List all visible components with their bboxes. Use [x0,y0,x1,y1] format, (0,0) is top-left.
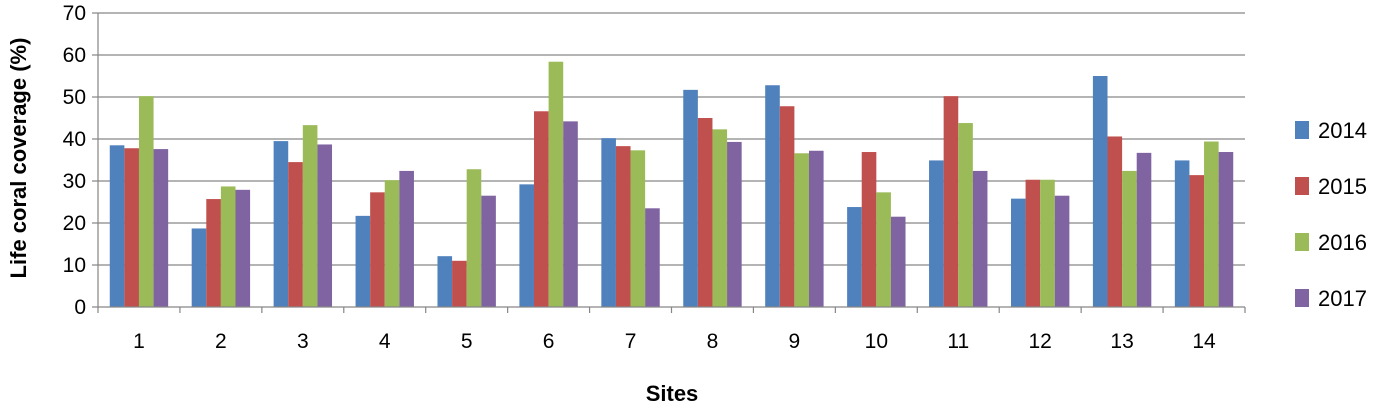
bar-2016-site-7 [630,150,646,307]
bar-2017-site-10 [890,216,906,307]
bar-2015-site-12 [1025,179,1041,307]
y-tick-label: 70 [63,2,86,25]
bar-2016-site-8 [712,129,728,307]
bar-2017-site-14 [1218,152,1234,307]
bar-2017-site-2 [235,189,251,307]
bar-2016-site-14 [1204,141,1219,307]
x-tick-label: 14 [1192,330,1216,353]
y-tick-label: 0 [74,296,86,319]
bar-2016-site-6 [548,61,564,307]
x-tick-label: 3 [297,330,309,353]
legend-swatch [1295,177,1309,195]
x-tick-label: 12 [1028,330,1051,353]
bar-2015-site-1 [124,148,139,307]
bar-2017-site-3 [317,144,333,307]
bar-2014-site-12 [1010,198,1026,307]
y-tick-label: 40 [63,128,86,151]
bar-2015-site-10 [861,152,877,307]
legend-swatch [1295,121,1309,139]
bar-2014-site-14 [1174,160,1190,307]
bar-2014-site-1 [109,145,125,307]
legend-label: 2016 [1318,230,1367,255]
bar-2016-site-4 [384,180,400,307]
bar-2016-site-12 [1040,179,1055,307]
bar-2014-site-2 [191,228,207,307]
bar-2015-site-14 [1189,175,1205,307]
x-tick-label: 7 [625,330,637,353]
bar-2015-site-4 [370,192,385,307]
x-axis-title: Sites [646,381,699,404]
bar-2017-site-6 [563,121,578,307]
bar-2015-site-2 [206,199,221,307]
bar-2017-site-9 [808,150,824,307]
bar-2015-site-3 [288,162,303,307]
x-tick-label: 2 [215,330,227,353]
bar-2014-site-10 [847,207,862,307]
bar-2016-site-9 [794,153,809,307]
bar-2015-site-13 [1107,136,1123,307]
bar-2016-site-3 [302,125,318,307]
x-tick-label: 6 [543,330,555,353]
bar-2014-site-11 [929,160,944,307]
bar-2016-site-1 [138,96,154,307]
legend-label: 2017 [1318,286,1367,311]
bar-2016-site-11 [958,123,973,307]
bar-2014-site-13 [1092,76,1108,307]
x-tick-label: 10 [865,330,888,353]
bar-2014-site-3 [273,141,289,307]
bar-2014-site-9 [765,85,780,308]
x-tick-label: 5 [461,330,473,353]
bar-2015-site-11 [943,96,959,307]
y-tick-label: 20 [63,212,86,235]
x-tick-label: 4 [379,330,391,353]
bar-2017-site-5 [481,195,496,307]
bar-2017-site-7 [645,208,660,307]
y-tick-label: 10 [63,254,86,277]
bar-2017-site-12 [1054,195,1070,307]
bar-2016-site-13 [1122,170,1137,307]
x-tick-label: 11 [947,330,969,353]
bar-2015-site-7 [615,146,631,307]
legend-swatch [1295,233,1309,251]
bar-2014-site-5 [437,256,453,307]
bar-2016-site-2 [220,186,236,307]
bar-2015-site-6 [534,111,549,307]
y-axis-title: Life coral coverage (%) [6,38,31,279]
bar-2017-site-8 [727,141,742,307]
bar-2017-site-4 [399,170,414,307]
x-tick-label: 8 [707,330,719,353]
x-tick-label: 1 [133,330,145,353]
x-tick-label: 13 [1110,330,1133,353]
y-tick-label: 30 [63,170,86,193]
bar-2017-site-13 [1136,152,1152,307]
x-tick-label: 9 [789,330,801,353]
bar-2014-site-8 [683,89,698,307]
bar-2014-site-7 [601,138,616,307]
gridlines [98,12,1245,266]
legend: 2014 2015 2016 2017 [1295,118,1367,311]
bar-2017-site-1 [153,149,169,307]
legend-swatch [1295,289,1309,307]
bar-2014-site-6 [519,184,535,307]
y-tick-label: 60 [63,44,86,67]
bar-2014-site-4 [355,215,371,307]
bar-2016-site-10 [876,192,891,307]
bar-2015-site-8 [697,118,713,307]
legend-label: 2015 [1318,174,1367,199]
bar-2016-site-5 [466,169,482,307]
bar-2017-site-11 [972,170,988,307]
bar-2015-site-9 [779,106,795,308]
legend-label: 2014 [1318,118,1367,143]
bars [109,61,1234,308]
bar-2015-site-5 [452,260,467,307]
y-tick-label: 50 [63,86,86,109]
